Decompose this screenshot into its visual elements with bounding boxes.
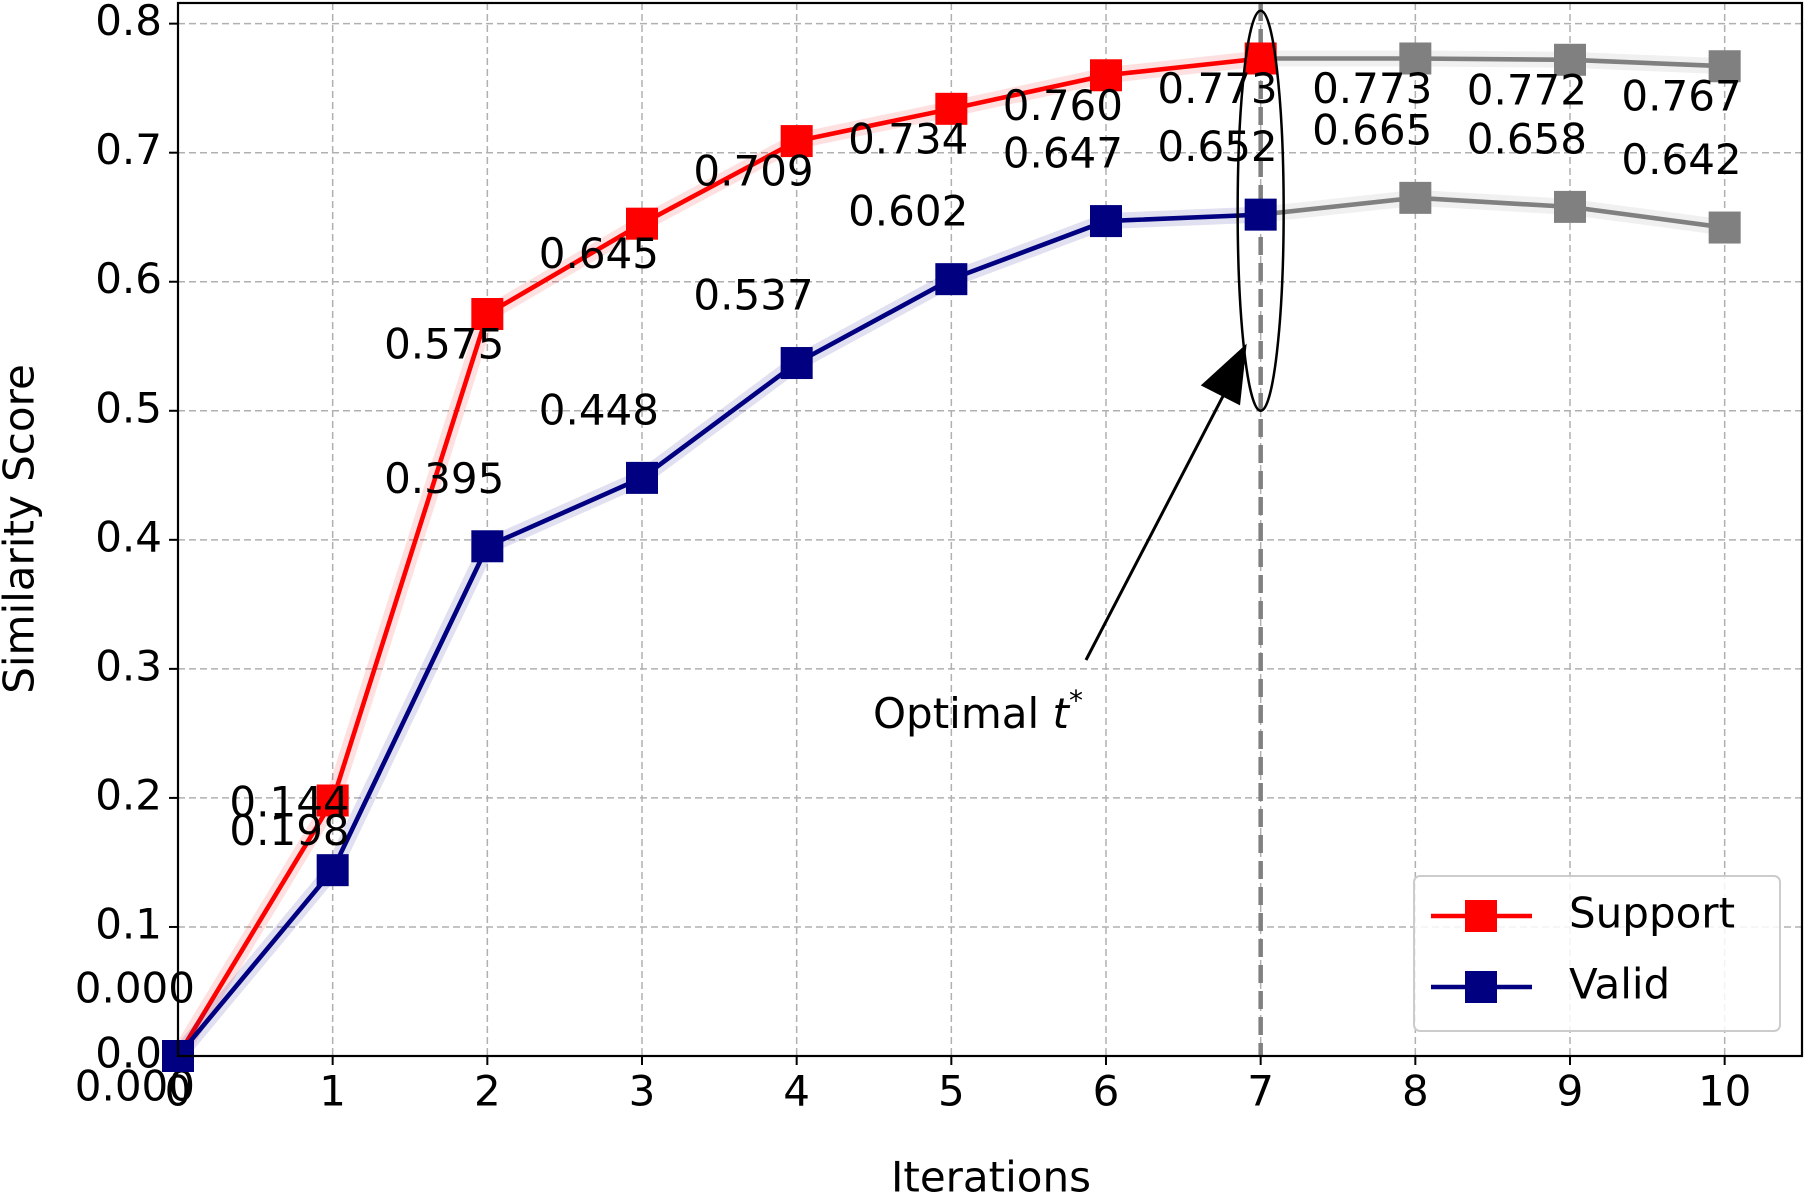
- marker: [316, 854, 349, 887]
- x-tick-label: 4: [783, 1067, 810, 1116]
- marker: [1399, 42, 1432, 75]
- value-label: 0.652: [1157, 122, 1277, 171]
- series-line: [1260, 195, 1725, 230]
- value-label: 0.144: [229, 778, 349, 827]
- marker: [1244, 198, 1277, 231]
- marker: [626, 461, 658, 494]
- marker: [780, 125, 813, 158]
- value-label: 0.647: [1003, 129, 1123, 178]
- annotation-text: Optimal: [873, 689, 1053, 738]
- y-tick-label: 0.2: [95, 770, 162, 819]
- value-label: 0.448: [539, 385, 659, 434]
- series-line: [176, 56, 1261, 1058]
- marker: [1708, 50, 1741, 83]
- value-label: 0.602: [848, 187, 968, 236]
- x-tick-label: 3: [629, 1067, 656, 1116]
- value-label: 0.395: [384, 454, 504, 503]
- x-tick-label: 8: [1402, 1067, 1429, 1116]
- value-label: 0.772: [1467, 65, 1587, 114]
- x-tick-label: 2: [474, 1067, 501, 1116]
- marker: [1090, 59, 1122, 92]
- value-label: 0.645: [539, 229, 659, 278]
- marker: [935, 92, 968, 125]
- legend-marker: [1465, 971, 1497, 1003]
- annotation-superscript: *: [1069, 684, 1083, 717]
- marker: [626, 207, 658, 240]
- annotation-symbol: t: [1053, 689, 1071, 738]
- y-tick-label: 0.4: [95, 512, 162, 561]
- plot-frame: [176, 1, 1804, 1058]
- value-label: 0.575: [384, 319, 504, 368]
- marker: [1090, 205, 1122, 238]
- marker: [316, 784, 349, 817]
- x-tick-label: 9: [1557, 1067, 1584, 1116]
- y-tick-label: 0.1: [95, 899, 162, 948]
- arrow-head: [1200, 343, 1247, 406]
- y-tick-label: 0.6: [95, 254, 162, 303]
- y-axis-label: Similarity Score: [0, 364, 44, 694]
- value-label: 0.773: [1312, 64, 1432, 113]
- value-label: 0.773: [1157, 64, 1277, 113]
- series-line: [176, 212, 1261, 1058]
- marker: [471, 530, 504, 563]
- x-tick-label: 5: [938, 1067, 965, 1116]
- value-label: 0.537: [693, 271, 813, 320]
- x-tick-label: 0: [165, 1067, 192, 1116]
- value-label: 0.767: [1621, 72, 1741, 121]
- optimal-ellipse: [1236, 9, 1285, 413]
- arrow-shaft: [1084, 372, 1236, 661]
- marker: [471, 297, 504, 330]
- y-tick-label: 0.5: [95, 383, 162, 432]
- x-tick-label: 6: [1093, 1067, 1120, 1116]
- marker: [1708, 211, 1741, 244]
- x-tick-label: 7: [1247, 1067, 1274, 1116]
- x-axis-label: Iterations: [891, 1153, 1091, 1202]
- value-label: 0.665: [1312, 105, 1432, 154]
- legend-label: Support: [1569, 889, 1735, 938]
- value-label: 0.658: [1467, 114, 1587, 163]
- annotation: Optimal t*: [873, 684, 1083, 738]
- value-label: 0.709: [693, 147, 813, 196]
- series-line: [1260, 56, 1725, 69]
- legend-label: Valid: [1569, 960, 1670, 1009]
- value-label: 0.760: [1003, 81, 1123, 130]
- y-tick-label: 0.8: [95, 0, 162, 45]
- marker: [1244, 42, 1277, 75]
- marker: [780, 347, 813, 380]
- y-tick-label: 0.7: [95, 125, 162, 174]
- x-tick-label: 10: [1698, 1067, 1751, 1116]
- value-label: 0.642: [1621, 135, 1741, 184]
- value-label: 0.734: [848, 114, 968, 163]
- y-tick-label: 0.0: [95, 1029, 162, 1078]
- x-tick-label: 1: [319, 1067, 346, 1116]
- marker: [935, 263, 968, 296]
- value-label: 0.000: [75, 964, 195, 1013]
- legend-marker: [1465, 900, 1497, 932]
- y-tick-label: 0.3: [95, 641, 162, 690]
- marker: [1399, 181, 1432, 214]
- marker: [1554, 43, 1586, 76]
- value-label: 0.198: [229, 806, 349, 855]
- marker: [1554, 190, 1586, 223]
